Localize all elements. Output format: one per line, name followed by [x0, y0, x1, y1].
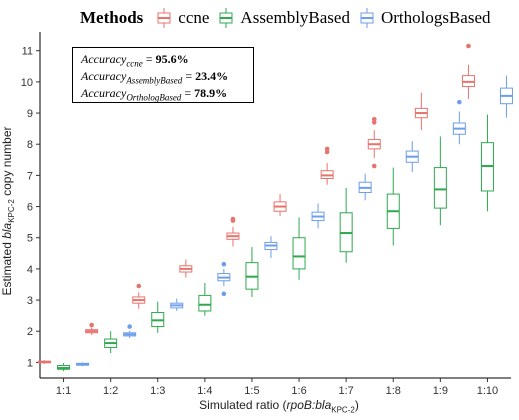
accuracy-orthologbased: AccuracyOrthologBased = 78.9%	[81, 86, 228, 103]
y-tick-label-7: 7	[27, 170, 33, 182]
y-tick-label-4: 4	[27, 264, 33, 276]
orthologsbased-1-4-outlier-1	[221, 291, 227, 297]
assemblybased-1-9-box	[433, 167, 447, 209]
x-tick-label-9: 1:9	[433, 385, 448, 397]
x-axis-title: Simulated ratio (rpoB:blaKPC-2)	[199, 398, 359, 415]
y-tick-label-5: 5	[27, 233, 33, 245]
legend-key-ccne	[157, 8, 171, 28]
orthologsbased-1-4-outlier-2	[221, 261, 227, 267]
x-tick-label-6: 1:6	[291, 385, 306, 397]
y-tick-label-1: 1	[27, 357, 33, 369]
x-tick-label-1: 1:1	[56, 385, 71, 397]
legend-item-ccne: ccne	[153, 7, 209, 29]
legend-label-ccne: ccne	[178, 8, 210, 27]
y-tick-label-8: 8	[27, 139, 33, 151]
legend-label-assemblybased: AssemblyBased	[240, 8, 350, 27]
assemblybased-1-6-box	[292, 237, 306, 270]
ccne-1-8-outlier-3	[371, 116, 377, 122]
y-tick-label-2: 2	[27, 326, 33, 338]
legend-label-orthologsbased: OrthologsBased	[380, 8, 491, 27]
legend-item-assemblybased: AssemblyBased	[215, 7, 350, 29]
y-tick-label-10: 10	[21, 77, 33, 89]
ccne-1-8-outlier-1	[371, 163, 377, 169]
assemblybased-1-4-box	[198, 294, 212, 312]
ccne-1-7-outlier-2	[324, 146, 330, 152]
accuracy-annotation-box: Accuracyccne = 95.6% AccuracyAssemblyBas…	[72, 47, 254, 103]
x-tick-label-8: 1:8	[386, 385, 401, 397]
legend: Methods ccne AssemblyBased OrthologsBase…	[80, 6, 497, 30]
ccne-1-3-outlier-1	[136, 283, 142, 289]
y-tick-label-3: 3	[27, 295, 33, 307]
legend-item-orthologsbased: OrthologsBased	[356, 7, 491, 29]
orthologsbased-1-2-outlier-1	[127, 324, 132, 329]
legend-title: Methods	[80, 8, 144, 27]
legend-key-assemblybased	[219, 8, 233, 28]
x-tick-label-7: 1:7	[339, 385, 354, 397]
x-tick-label-5: 1:5	[244, 385, 259, 397]
legend-key-orthologsbased	[360, 8, 374, 28]
y-tick-label-11: 11	[22, 46, 33, 58]
ccne-1-2-outlier-1	[89, 322, 94, 328]
y-tick-label-9: 9	[27, 108, 33, 120]
x-tick-label-10: 1:10	[477, 385, 498, 397]
x-tick-label-2: 1:2	[103, 385, 118, 397]
x-tick-label-3: 1:3	[150, 385, 165, 397]
accuracy-assemblybased: AccuracyAssemblyBased = 23.4%	[81, 69, 229, 86]
orthologsbased-1-9-outlier-1	[457, 99, 462, 105]
x-tick-label-4: 1:4	[197, 385, 212, 397]
ccne-1-5-outlier-2	[230, 216, 236, 222]
y-tick-label-6: 6	[27, 202, 33, 214]
accuracy-ccne: Accuracyccne = 95.6%	[81, 52, 189, 69]
ccne-1-10-outlier-1	[466, 43, 471, 49]
